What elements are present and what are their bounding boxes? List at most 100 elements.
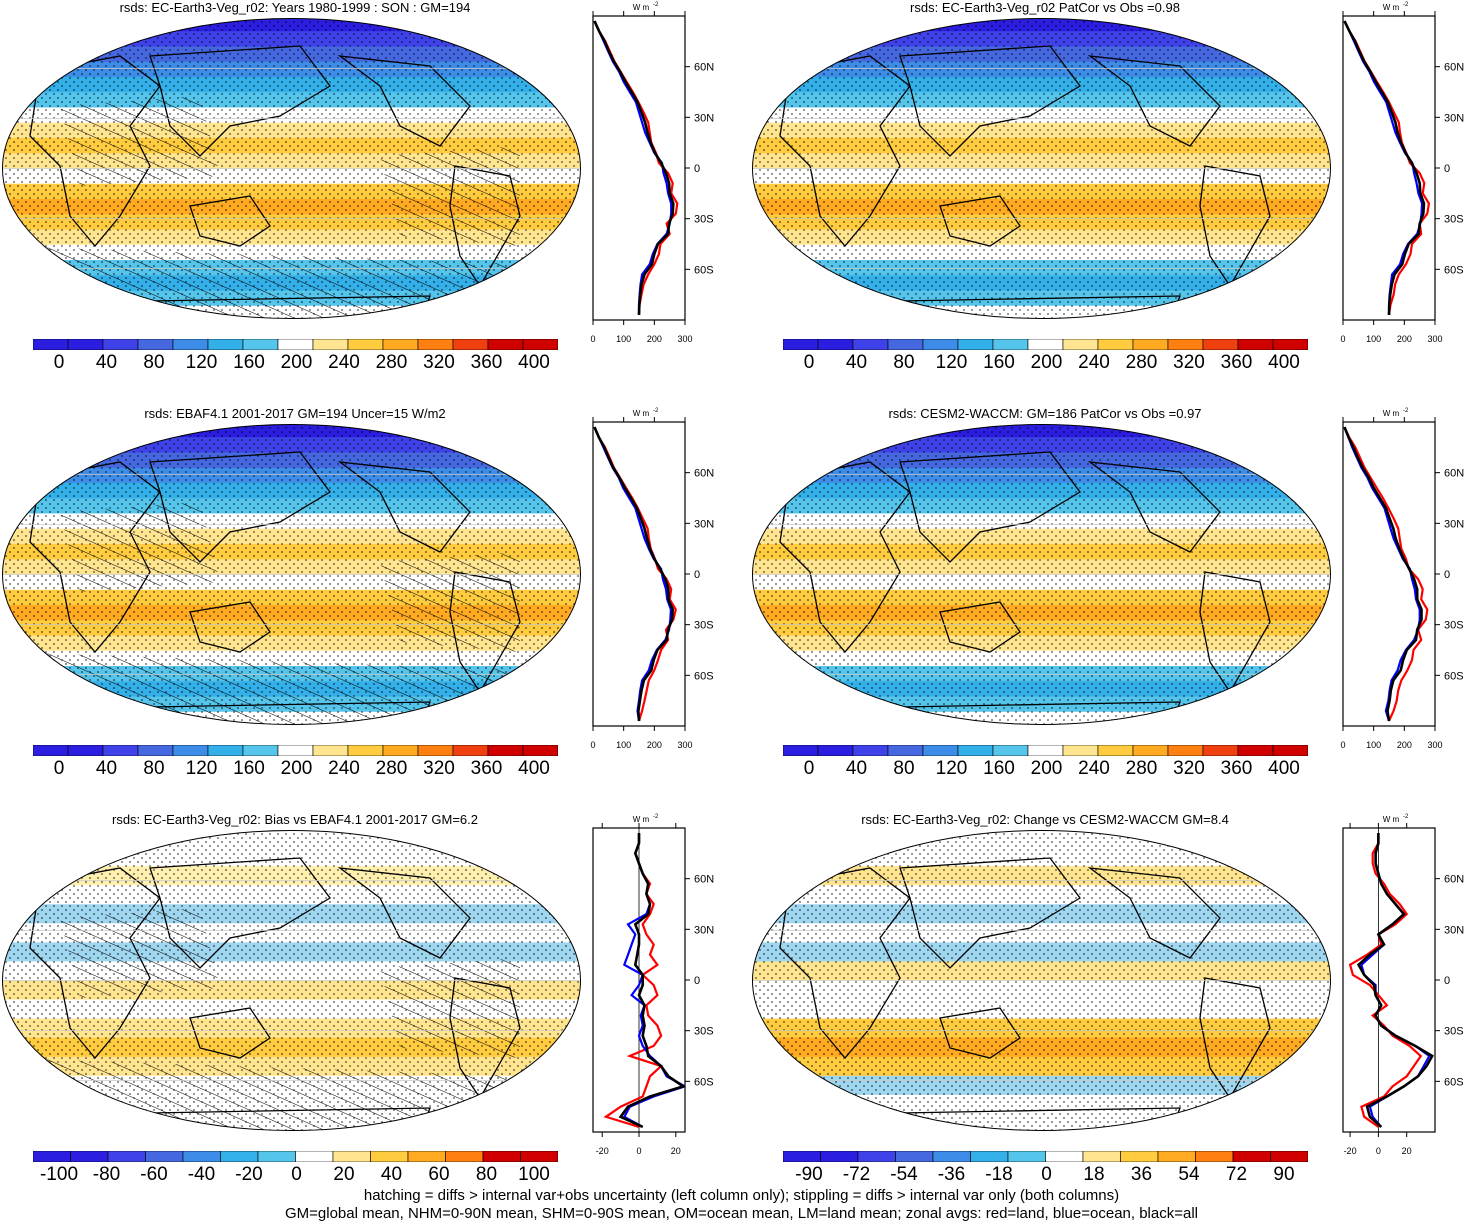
colorbar-tick-label: -18 <box>985 1164 1013 1185</box>
lat-tick-label: 30N <box>1444 924 1464 936</box>
map-border <box>752 830 1331 1131</box>
colorbar-tick-label: 320 <box>1173 758 1205 779</box>
colorbar-swatch <box>1232 1151 1271 1162</box>
lat-tick-label: 60S <box>1444 1076 1464 1088</box>
colorbar-swatch <box>1270 1151 1308 1162</box>
colorbar-tick-label: 200 <box>280 758 313 779</box>
world-map <box>752 424 1331 725</box>
colorbar-swatch <box>452 745 489 756</box>
world-map <box>2 424 581 725</box>
lat-tick-label: 30S <box>694 620 714 632</box>
zonal-mean-plot: W m -2 60N 30N 0 30S 60S -20 0 20 <box>592 814 714 1156</box>
lat-tick-label: 60N <box>1444 874 1464 886</box>
colorbar-tick-label: 0 <box>53 352 65 373</box>
lat-tick-label: 30N <box>1444 112 1464 124</box>
panel-title: rsds: EC-Earth3-Veg_r02: Change vs CESM2… <box>861 812 1229 827</box>
colorbar-swatch <box>895 1151 934 1162</box>
colorbar-swatch <box>207 745 244 756</box>
colorbar-tick-label: -100 <box>39 1164 79 1185</box>
colorbar-tick-label: 36 <box>1130 1164 1153 1185</box>
lat-tick-label: 0 <box>1444 975 1450 987</box>
colorbar-swatch <box>102 745 139 756</box>
colorbar-swatch <box>817 745 854 756</box>
lat-tick-label: 60N <box>1444 468 1464 480</box>
colorbar-tick-label: 280 <box>1125 758 1158 779</box>
zonal-axes-box <box>592 421 686 727</box>
colorbar-swatch <box>33 745 69 756</box>
map-border <box>2 424 581 725</box>
colorbar-swatch <box>857 1151 896 1162</box>
colorbar-swatch <box>783 339 819 350</box>
colorbar-swatch <box>332 1151 371 1162</box>
lat-tick-label: 60S <box>1444 670 1464 682</box>
colorbar-swatch <box>1120 1151 1159 1162</box>
colorbar-swatch <box>1195 1151 1234 1162</box>
colorbar-swatch <box>445 1151 484 1162</box>
colorbar-swatch <box>970 1151 1009 1162</box>
colorbar-labels: -100 -80 -60 -40 -20 0 20 40 60 80 100 <box>33 1164 558 1188</box>
colorbar-tick-label: 360 <box>470 758 503 779</box>
zonal-line-all <box>593 426 675 721</box>
colorbar-swatch <box>242 339 279 350</box>
x-tick-label: 20 <box>671 1146 681 1156</box>
zonal-line-land <box>603 833 664 1128</box>
unit-superscript: -2 <box>1403 408 1409 414</box>
colorbar-swatch <box>1167 745 1204 756</box>
colorbar-swatch <box>137 745 174 756</box>
panel-title: rsds: EBAF4.1 2001-2017 GM=194 Uncer=15 … <box>144 406 446 421</box>
colorbar-swatch <box>370 1151 409 1162</box>
colorbar-swatch <box>295 1151 334 1162</box>
colorbar-swatch <box>312 339 349 350</box>
colorbar-tick-label: 400 <box>518 352 550 373</box>
colorbar-tick-label: -20 <box>235 1164 263 1185</box>
colorbar-tick-label: 360 <box>1220 758 1253 779</box>
zonal-line-all <box>1343 426 1423 722</box>
colorbar-tick-label: 40 <box>845 352 868 373</box>
x-tick-label: 200 <box>1397 334 1412 344</box>
colorbar-tick-label: 0 <box>803 352 815 373</box>
colorbar-tick-label: 60 <box>428 1164 450 1185</box>
colorbar-swatch <box>312 745 349 756</box>
colorbar-swatch <box>1082 1151 1121 1162</box>
colorbar-tick-label: 80 <box>143 352 165 373</box>
unit-superscript: -2 <box>653 408 659 414</box>
zonal-line-ocean <box>1360 833 1431 1128</box>
colorbar <box>783 745 1308 756</box>
colorbar-swatch <box>1272 745 1308 756</box>
x-tick-label: -20 <box>1344 1146 1357 1156</box>
colorbar-tick-label: 320 <box>1173 352 1205 373</box>
colorbar-swatch <box>172 339 209 350</box>
x-tick-label: 200 <box>1397 740 1412 750</box>
colorbar-swatch <box>417 745 454 756</box>
unit-superscript: -2 <box>1403 814 1409 820</box>
zonal-line-all <box>593 20 675 315</box>
colorbar-swatch <box>1237 745 1274 756</box>
unit-superscript: -2 <box>653 2 659 8</box>
colorbar-tick-label: 160 <box>983 758 1015 779</box>
colorbar-tick-label: 54 <box>1178 1164 1200 1185</box>
colorbar-swatch <box>145 1151 184 1162</box>
colorbar-swatch <box>487 745 524 756</box>
colorbar-swatch <box>70 1151 109 1162</box>
unit-superscript: -2 <box>653 814 659 820</box>
unit-label: W m <box>633 815 650 824</box>
colorbar-swatch <box>452 339 489 350</box>
zonal-axes-box <box>1342 421 1436 727</box>
zonal-line-ocean <box>1343 426 1421 722</box>
colorbar-tick-label: 90 <box>1273 1164 1295 1185</box>
lat-tick-label: 60N <box>694 62 714 74</box>
colorbar <box>33 1151 558 1162</box>
colorbar-swatch <box>817 339 854 350</box>
colorbar-swatch <box>182 1151 221 1162</box>
colorbar-swatch <box>852 339 889 350</box>
x-tick-label: 300 <box>677 740 692 750</box>
x-tick-label: -20 <box>596 1146 609 1156</box>
colorbar-swatch <box>1007 1151 1046 1162</box>
colorbar-tick-label: -60 <box>140 1164 168 1185</box>
x-tick-label: 20 <box>1402 1146 1412 1156</box>
lat-tick-label: 30N <box>694 924 714 936</box>
colorbar-tick-label: 200 <box>280 352 313 373</box>
x-tick-label: 100 <box>1366 334 1381 344</box>
zonal-mean-plot: W m -2 60N 30N 0 30S 60S 0 100 200 300 <box>1340 2 1464 344</box>
colorbar-swatch <box>487 339 524 350</box>
